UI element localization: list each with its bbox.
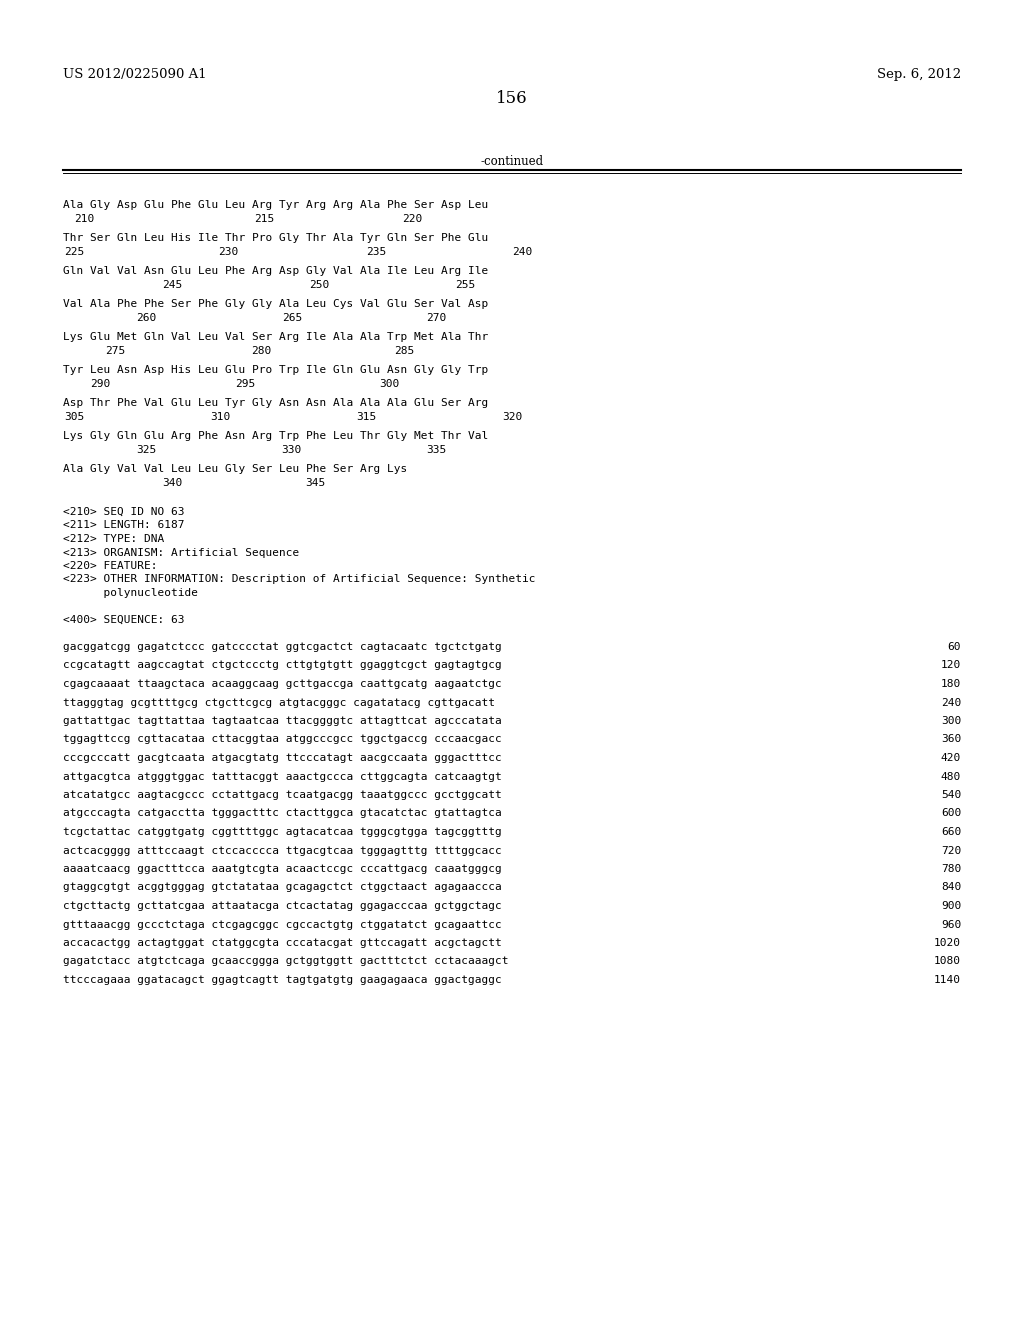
Text: 295: 295 <box>236 379 256 389</box>
Text: Sep. 6, 2012: Sep. 6, 2012 <box>877 69 961 81</box>
Text: 280: 280 <box>251 346 271 356</box>
Text: 156: 156 <box>497 90 527 107</box>
Text: <220> FEATURE:: <220> FEATURE: <box>63 561 158 572</box>
Text: 335: 335 <box>426 445 446 455</box>
Text: <223> OTHER INFORMATION: Description of Artificial Sequence: Synthetic: <223> OTHER INFORMATION: Description of … <box>63 574 536 585</box>
Text: <211> LENGTH: 6187: <211> LENGTH: 6187 <box>63 520 184 531</box>
Text: <212> TYPE: DNA: <212> TYPE: DNA <box>63 535 164 544</box>
Text: 840: 840 <box>941 883 961 892</box>
Text: 245: 245 <box>162 280 182 290</box>
Text: 900: 900 <box>941 902 961 911</box>
Text: gtaggcgtgt acggtgggag gtctatataa gcagagctct ctggctaact agagaaccca: gtaggcgtgt acggtgggag gtctatataa gcagagc… <box>63 883 502 892</box>
Text: Tyr Leu Asn Asp His Leu Glu Pro Trp Ile Gln Glu Asn Gly Gly Trp: Tyr Leu Asn Asp His Leu Glu Pro Trp Ile … <box>63 366 488 375</box>
Text: 300: 300 <box>941 715 961 726</box>
Text: cgagcaaaat ttaagctaca acaaggcaag gcttgaccga caattgcatg aagaatctgc: cgagcaaaat ttaagctaca acaaggcaag gcttgac… <box>63 678 502 689</box>
Text: 60: 60 <box>947 642 961 652</box>
Text: accacactgg actagtggat ctatggcgta cccatacgat gttccagatt acgctagctt: accacactgg actagtggat ctatggcgta cccatac… <box>63 939 502 948</box>
Text: ttcccagaaa ggatacagct ggagtcagtt tagtgatgtg gaagagaaca ggactgaggc: ttcccagaaa ggatacagct ggagtcagtt tagtgat… <box>63 975 502 985</box>
Text: 230: 230 <box>218 247 239 257</box>
Text: 660: 660 <box>941 828 961 837</box>
Text: 215: 215 <box>254 214 274 224</box>
Text: 290: 290 <box>90 379 111 389</box>
Text: 240: 240 <box>512 247 532 257</box>
Text: 1020: 1020 <box>934 939 961 948</box>
Text: 285: 285 <box>394 346 415 356</box>
Text: Thr Ser Gln Leu His Ile Thr Pro Gly Thr Ala Tyr Gln Ser Phe Glu: Thr Ser Gln Leu His Ile Thr Pro Gly Thr … <box>63 234 488 243</box>
Text: 305: 305 <box>65 412 85 422</box>
Text: 275: 275 <box>105 346 126 356</box>
Text: 265: 265 <box>283 313 303 323</box>
Text: atgcccagta catgacctta tgggactttc ctacttggca gtacatctac gtattagtca: atgcccagta catgacctta tgggactttc ctacttg… <box>63 808 502 818</box>
Text: 1140: 1140 <box>934 975 961 985</box>
Text: 360: 360 <box>941 734 961 744</box>
Text: 1080: 1080 <box>934 957 961 966</box>
Text: 250: 250 <box>309 280 330 290</box>
Text: 330: 330 <box>282 445 302 455</box>
Text: 180: 180 <box>941 678 961 689</box>
Text: 220: 220 <box>402 214 423 224</box>
Text: ccgcatagtt aagccagtat ctgctccctg cttgtgtgtt ggaggtcgct gagtagtgcg: ccgcatagtt aagccagtat ctgctccctg cttgtgt… <box>63 660 502 671</box>
Text: actcacgggg atttccaagt ctccacccca ttgacgtcaa tgggagtttg ttttggcacc: actcacgggg atttccaagt ctccacccca ttgacgt… <box>63 846 502 855</box>
Text: Gln Val Val Asn Glu Leu Phe Arg Asp Gly Val Ala Ile Leu Arg Ile: Gln Val Val Asn Glu Leu Phe Arg Asp Gly … <box>63 267 488 276</box>
Text: atcatatgcc aagtacgccc cctattgacg tcaatgacgg taaatggccc gcctggcatt: atcatatgcc aagtacgccc cctattgacg tcaatga… <box>63 789 502 800</box>
Text: 235: 235 <box>367 247 387 257</box>
Text: 960: 960 <box>941 920 961 929</box>
Text: Asp Thr Phe Val Glu Leu Tyr Gly Asn Asn Ala Ala Ala Glu Ser Arg: Asp Thr Phe Val Glu Leu Tyr Gly Asn Asn … <box>63 399 488 408</box>
Text: 420: 420 <box>941 752 961 763</box>
Text: 240: 240 <box>941 697 961 708</box>
Text: <210> SEQ ID NO 63: <210> SEQ ID NO 63 <box>63 507 184 517</box>
Text: gagatctacc atgtctcaga gcaaccggga gctggtggtt gactttctct cctacaaagct: gagatctacc atgtctcaga gcaaccggga gctggtg… <box>63 957 509 966</box>
Text: 300: 300 <box>379 379 399 389</box>
Text: US 2012/0225090 A1: US 2012/0225090 A1 <box>63 69 207 81</box>
Text: 225: 225 <box>65 247 85 257</box>
Text: tggagttccg cgttacataa cttacggtaa atggcccgcc tggctgaccg cccaacgacc: tggagttccg cgttacataa cttacggtaa atggccc… <box>63 734 502 744</box>
Text: 260: 260 <box>136 313 157 323</box>
Text: gtttaaacgg gccctctaga ctcgagcggc cgccactgtg ctggatatct gcagaattcc: gtttaaacgg gccctctaga ctcgagcggc cgccact… <box>63 920 502 929</box>
Text: Ala Gly Asp Glu Phe Glu Leu Arg Tyr Arg Arg Ala Phe Ser Asp Leu: Ala Gly Asp Glu Phe Glu Leu Arg Tyr Arg … <box>63 201 488 210</box>
Text: 340: 340 <box>162 478 182 488</box>
Text: 320: 320 <box>502 412 522 422</box>
Text: 210: 210 <box>74 214 94 224</box>
Text: 600: 600 <box>941 808 961 818</box>
Text: ttagggtag gcgttttgcg ctgcttcgcg atgtacgggc cagatatacg cgttgacatt: ttagggtag gcgttttgcg ctgcttcgcg atgtacgg… <box>63 697 495 708</box>
Text: <400> SEQUENCE: 63: <400> SEQUENCE: 63 <box>63 615 184 624</box>
Text: ctgcttactg gcttatcgaa attaatacga ctcactatag ggagacccaa gctggctagc: ctgcttactg gcttatcgaa attaatacga ctcacta… <box>63 902 502 911</box>
Text: Val Ala Phe Phe Ser Phe Gly Gly Ala Leu Cys Val Glu Ser Val Asp: Val Ala Phe Phe Ser Phe Gly Gly Ala Leu … <box>63 300 488 309</box>
Text: Lys Gly Gln Glu Arg Phe Asn Arg Trp Phe Leu Thr Gly Met Thr Val: Lys Gly Gln Glu Arg Phe Asn Arg Trp Phe … <box>63 432 488 441</box>
Text: 315: 315 <box>356 412 377 422</box>
Text: 720: 720 <box>941 846 961 855</box>
Text: polynucleotide: polynucleotide <box>63 587 198 598</box>
Text: cccgcccatt gacgtcaata atgacgtatg ttcccatagt aacgccaata gggactttcc: cccgcccatt gacgtcaata atgacgtatg ttcccat… <box>63 752 502 763</box>
Text: 325: 325 <box>136 445 157 455</box>
Text: 780: 780 <box>941 865 961 874</box>
Text: gacggatcgg gagatctccc gatcccctat ggtcgactct cagtacaatc tgctctgatg: gacggatcgg gagatctccc gatcccctat ggtcgac… <box>63 642 502 652</box>
Text: -continued: -continued <box>480 154 544 168</box>
Text: 310: 310 <box>210 412 230 422</box>
Text: 540: 540 <box>941 789 961 800</box>
Text: 345: 345 <box>305 478 326 488</box>
Text: Lys Glu Met Gln Val Leu Val Ser Arg Ile Ala Ala Trp Met Ala Thr: Lys Glu Met Gln Val Leu Val Ser Arg Ile … <box>63 333 488 342</box>
Text: gattattgac tagttattaa tagtaatcaa ttacggggtc attagttcat agcccatata: gattattgac tagttattaa tagtaatcaa ttacggg… <box>63 715 502 726</box>
Text: aaaatcaacg ggactttcca aaatgtcgta acaactccgc cccattgacg caaatgggcg: aaaatcaacg ggactttcca aaatgtcgta acaactc… <box>63 865 502 874</box>
Text: Ala Gly Val Val Leu Leu Gly Ser Leu Phe Ser Arg Lys: Ala Gly Val Val Leu Leu Gly Ser Leu Phe … <box>63 465 408 474</box>
Text: <213> ORGANISM: Artificial Sequence: <213> ORGANISM: Artificial Sequence <box>63 548 299 557</box>
Text: 255: 255 <box>455 280 475 290</box>
Text: attgacgtca atgggtggac tatttacggt aaactgccca cttggcagta catcaagtgt: attgacgtca atgggtggac tatttacggt aaactgc… <box>63 771 502 781</box>
Text: tcgctattac catggtgatg cggttttggc agtacatcaa tgggcgtgga tagcggtttg: tcgctattac catggtgatg cggttttggc agtacat… <box>63 828 502 837</box>
Text: 120: 120 <box>941 660 961 671</box>
Text: 480: 480 <box>941 771 961 781</box>
Text: 270: 270 <box>426 313 446 323</box>
